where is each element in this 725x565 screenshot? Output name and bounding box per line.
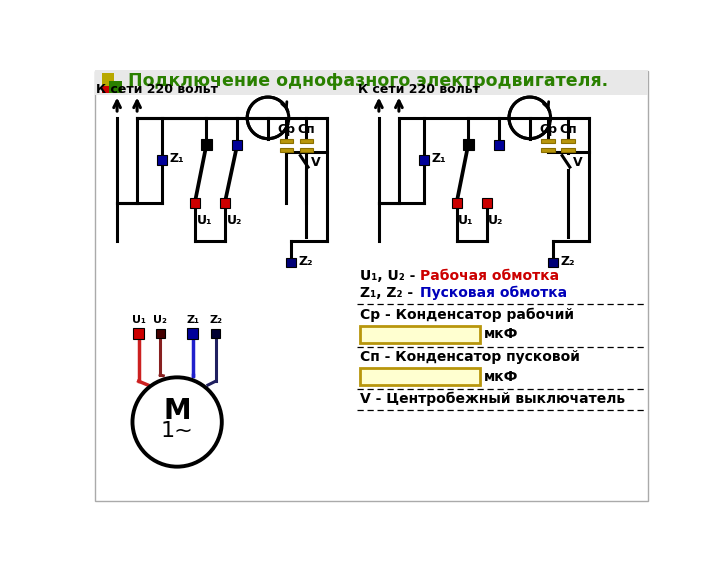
- Bar: [463, 140, 473, 150]
- Bar: [299, 140, 313, 144]
- Bar: [452, 198, 462, 207]
- Text: Z₂: Z₂: [209, 315, 222, 325]
- Text: U₁: U₁: [458, 214, 473, 227]
- Text: Пусковая обмотка: Пусковая обмотка: [420, 285, 568, 300]
- Text: К сети 220 вольт: К сети 220 вольт: [358, 83, 480, 96]
- Text: V: V: [311, 156, 320, 169]
- Text: U₁: U₁: [132, 315, 146, 325]
- Text: U₁: U₁: [196, 214, 212, 227]
- Text: Cр: Cр: [539, 123, 558, 136]
- Bar: [102, 73, 114, 85]
- Bar: [187, 328, 198, 339]
- Text: Рабочая обмотка: Рабочая обмотка: [420, 269, 560, 282]
- Text: Z₁, Z₂ -: Z₁, Z₂ -: [360, 286, 418, 299]
- Bar: [190, 198, 200, 207]
- Text: Z₁: Z₁: [186, 315, 199, 325]
- Text: V - Центробежный выключатель: V - Центробежный выключатель: [360, 392, 626, 406]
- Text: U₂: U₂: [488, 214, 504, 227]
- Bar: [201, 140, 212, 150]
- Bar: [542, 140, 555, 144]
- Bar: [109, 81, 122, 93]
- Text: Z₁: Z₁: [170, 152, 184, 165]
- Text: К сети 220 вольт: К сети 220 вольт: [96, 83, 218, 96]
- Bar: [494, 140, 504, 150]
- Bar: [286, 258, 296, 267]
- Text: U₂: U₂: [153, 315, 167, 325]
- Bar: [561, 140, 575, 144]
- Text: Подключение однофазного электродвигателя.: Подключение однофазного электродвигателя…: [128, 72, 608, 90]
- Bar: [481, 198, 492, 207]
- Text: Z₂: Z₂: [560, 255, 575, 268]
- Bar: [561, 148, 575, 152]
- Bar: [280, 140, 294, 144]
- Bar: [157, 155, 167, 165]
- Text: Z₁: Z₁: [431, 152, 446, 165]
- Text: мкФ: мкФ: [484, 327, 518, 341]
- Bar: [211, 329, 220, 338]
- Bar: [360, 326, 480, 343]
- Text: U₁, U₂ -: U₁, U₂ -: [360, 269, 420, 282]
- Bar: [299, 148, 313, 152]
- Text: Z₂: Z₂: [299, 255, 313, 268]
- Text: M: M: [163, 397, 191, 425]
- Bar: [280, 148, 294, 152]
- Bar: [102, 85, 109, 93]
- Text: U₂: U₂: [226, 214, 242, 227]
- Text: Cп: Cп: [560, 123, 577, 136]
- Bar: [418, 155, 428, 165]
- Text: мкФ: мкФ: [484, 370, 518, 384]
- Bar: [220, 198, 230, 207]
- Bar: [95, 70, 647, 95]
- Bar: [156, 329, 165, 338]
- Bar: [542, 148, 555, 152]
- Bar: [548, 258, 558, 267]
- Text: V: V: [573, 156, 583, 169]
- Text: Cп: Cп: [298, 123, 315, 136]
- Bar: [232, 140, 242, 150]
- Text: Cр - Конденсатор рабочий: Cр - Конденсатор рабочий: [360, 307, 574, 321]
- Text: 1~: 1~: [161, 421, 194, 441]
- Text: Cп - Конденсатор пусковой: Cп - Конденсатор пусковой: [360, 350, 580, 364]
- Bar: [360, 368, 480, 385]
- Text: Cр: Cр: [278, 123, 296, 136]
- Bar: [133, 328, 144, 339]
